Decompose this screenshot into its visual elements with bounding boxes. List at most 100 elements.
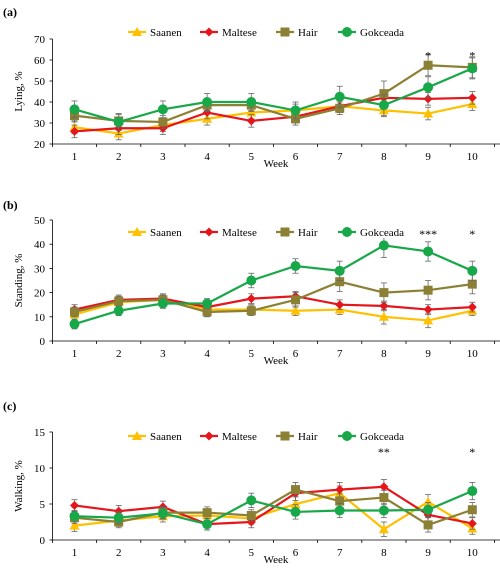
data-point [335,300,345,310]
y-tick-label: 70 [34,34,46,46]
significance-marker: * [469,227,475,241]
chart-panel-1: (a) 20 30 40 50 60 70 1 2 3 4 5 6 7 8 9 10 Week Lying, % * *… [3,5,500,170]
legend-label: Gokceada [360,227,404,239]
y-tick-label: 0 [40,535,46,547]
data-point [246,275,257,286]
data-point [69,511,80,522]
series-line [74,295,473,311]
series-line [74,485,473,526]
data-point [157,104,168,115]
data-point [114,296,124,306]
legend-bg [197,24,257,38]
data-point [467,486,478,497]
data-point [290,305,301,315]
series-line [74,280,473,314]
data-point [246,294,256,304]
x-tick-label: 8 [381,348,387,360]
data-point [335,103,345,113]
legend: Saanen Maltese Hair Gokceada [125,428,404,443]
legend: Saanen Maltese Hair Gokceada [125,224,404,239]
y-tick-label: 40 [34,239,46,251]
data-point [70,500,79,510]
legend-label: Gokceada [360,27,404,39]
data-point [291,295,300,305]
y-axis-title: Walking, % [13,460,25,512]
series-line [74,490,473,526]
y-tick-label: 10 [34,463,46,475]
y-tick-label: 60 [34,55,46,67]
legend-marker [280,27,290,37]
legend-bg [197,224,257,238]
legend-marker [204,431,214,441]
x-tick-label: 5 [249,348,255,360]
data-point [334,265,345,276]
x-tick-label: 7 [337,547,343,559]
y-tick-label: 0 [40,336,46,348]
data-point [378,524,389,534]
data-point [113,512,124,523]
x-tick-label: 3 [160,151,166,163]
x-tick-label: 7 [337,348,343,360]
significance-marker: * [425,49,431,63]
x-tick-label: 4 [204,151,210,163]
legend-item: Hair [273,224,333,239]
x-tick-label: 9 [425,547,431,559]
data-point [467,518,477,528]
data-point [467,279,477,289]
series-line [74,96,473,133]
data-point [202,508,212,518]
significance-marker: * [469,445,475,459]
data-point [69,319,80,330]
data-point [467,93,477,103]
legend-bg [197,428,257,442]
y-tick-label: 5 [40,499,46,511]
data-point [290,499,301,508]
x-tick-label: 10 [467,547,479,559]
y-tick-label: 10 [34,312,46,324]
y-tick-label: 15 [34,427,46,439]
data-point [423,94,433,104]
data-point [423,520,433,530]
x-tick-label: 1 [72,547,78,559]
series-line [74,492,473,531]
legend-marker [280,227,290,237]
legend-marker [342,227,352,237]
data-point [334,91,345,102]
data-point [379,301,389,311]
y-tick-label: 20 [34,139,46,151]
data-point [246,97,257,107]
x-tick-label: 4 [204,547,210,559]
data-point [290,506,301,517]
data-point [113,116,124,127]
data-point [467,63,478,74]
x-tick-label: 2 [116,151,122,163]
y-axis-title: Lying, % [13,71,25,111]
y-tick-label: 30 [34,118,46,130]
significance-marker: * [469,49,475,63]
legend-item: Saanen [125,24,185,39]
data-point [423,108,434,118]
legend-label: Maltese [222,431,257,443]
series-line [74,67,473,124]
chart-panel-2: (b) 0 10 20 30 40 50 1 2 3 4 5 6 7 8 9 10 Week Standing, %… [3,198,500,367]
legend-item: Maltese [197,224,257,239]
series-line [74,298,473,322]
x-tick-label: 6 [293,547,299,559]
data-point [379,493,389,503]
legend-item: Hair [273,24,333,39]
series-maltese [70,479,477,531]
data-point [423,504,434,515]
data-point [290,260,301,271]
data-point [423,285,433,295]
data-point [157,508,168,519]
x-tick-label: 9 [425,348,431,360]
legend-marker [280,431,290,441]
y-tick-label: 30 [34,263,46,275]
x-axis-title: Week [264,355,289,367]
significance-marker: ** [378,445,390,459]
x-tick-label: 5 [249,151,255,163]
legend-label: Hair [298,27,318,39]
data-point [335,496,345,506]
series-gokceada [69,57,478,131]
